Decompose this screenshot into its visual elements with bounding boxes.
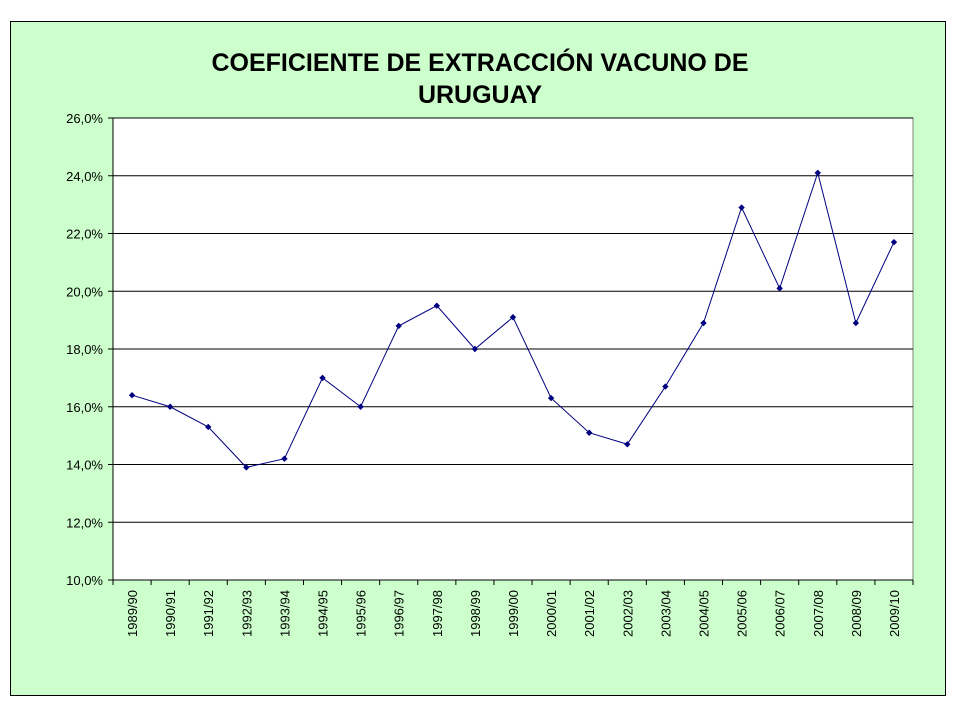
y-axis: 10,0% 12,0% 14,0% 16,0% 18,0% 20,0% 22,0% 24,0%…	[66, 111, 114, 588]
data-point	[509, 314, 517, 321]
x-tick-label: 1993/94	[277, 590, 292, 637]
x-tick-label: 2002/03	[620, 590, 635, 637]
y-tick-label: 20,0%	[66, 284, 103, 299]
x-tick-label: 2008/09	[849, 590, 864, 637]
data-point	[738, 204, 745, 211]
data-point	[128, 392, 136, 399]
data-point	[281, 455, 288, 462]
x-tick-label: 2005/06	[735, 590, 750, 637]
data-point	[662, 383, 669, 390]
chart-title-line-2: URUGUAY	[418, 81, 542, 109]
y-tick-label: 26,0%	[66, 111, 103, 126]
data-point	[890, 238, 898, 246]
data-point	[776, 285, 783, 292]
x-tick-label: 1999/00	[506, 590, 521, 637]
x-tick-label: 1990/91	[163, 590, 178, 637]
data-point	[357, 403, 364, 410]
data-point	[243, 464, 250, 471]
x-tick-label: 1996/97	[392, 590, 407, 637]
x-tick-label: 2007/08	[811, 590, 826, 637]
data-point	[585, 429, 593, 436]
data-point	[433, 302, 441, 309]
chart-title-line-1: COEFICIENTE DE EXTRACCIÓN VACUNO DE	[211, 47, 748, 77]
x-tick-label: 1997/98	[430, 590, 445, 637]
data-point	[205, 423, 212, 431]
data-point	[852, 319, 860, 327]
x-tick-label: 2009/10	[887, 590, 902, 637]
y-tick-label: 22,0%	[66, 227, 103, 242]
data-point	[814, 169, 821, 177]
x-tick-label: 1995/96	[354, 590, 369, 637]
y-tick-label: 12,0%	[66, 515, 103, 530]
x-tick-label: 2001/02	[582, 590, 597, 637]
data-point	[166, 403, 174, 410]
data-point	[624, 441, 631, 448]
x-tick-label: 2003/04	[658, 590, 673, 637]
x-tick-label: 2004/05	[696, 590, 711, 637]
y-tick-label: 18,0%	[66, 342, 103, 357]
x-tick-label: 2006/07	[773, 590, 788, 637]
series-line	[128, 169, 898, 471]
y-tick-label: 10,0%	[66, 573, 103, 588]
data-point	[547, 394, 555, 402]
data-point	[319, 374, 326, 382]
data-point	[471, 345, 479, 353]
data-point	[700, 319, 707, 327]
y-tick-label: 24,0%	[66, 169, 103, 184]
x-tick-label: 1994/95	[316, 590, 331, 637]
y-tick-label: 14,0%	[66, 458, 103, 473]
data-point	[395, 322, 402, 330]
y-tick-label: 16,0%	[66, 400, 103, 415]
x-tick-label: 1991/92	[201, 590, 216, 637]
x-tick-label: 1998/99	[468, 590, 483, 637]
x-tick-label: 1992/93	[239, 590, 254, 637]
x-axis: 1989/90 1990/91 1991/92 1992/93 1993/94 1994/…	[112, 579, 914, 637]
gridlines	[113, 117, 913, 581]
x-tick-label: 2000/01	[544, 590, 559, 637]
x-tick-label: 1989/90	[125, 590, 140, 637]
